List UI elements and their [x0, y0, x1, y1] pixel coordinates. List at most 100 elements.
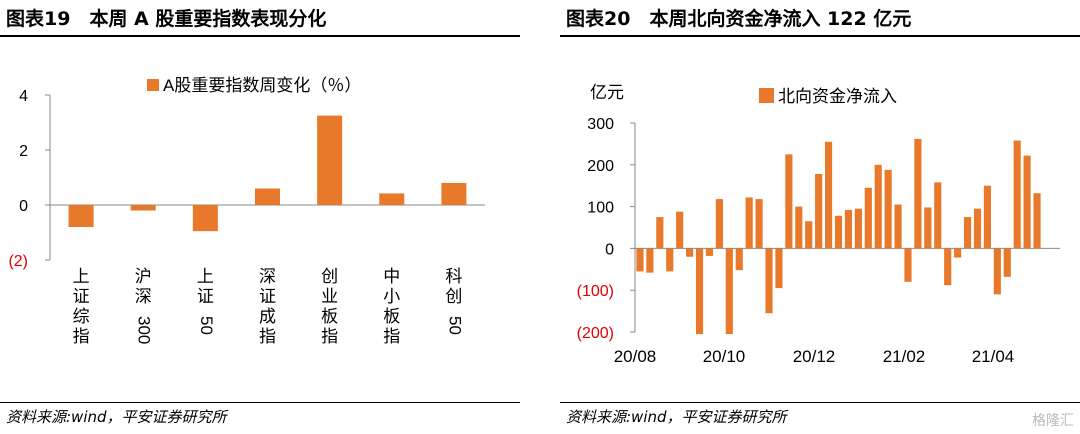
bar: [1023, 155, 1031, 249]
right-chart-title: 图表20 本周北向资金净流入 122 亿元: [566, 8, 912, 30]
y-tick-label: (100): [577, 283, 614, 300]
left-panel: 图表19 本周 A 股重要指数表现分化 4 2 0 (2) 上证综指沪深 300 上证 50 深…: [0, 0, 520, 434]
bar: [192, 205, 218, 232]
y-tick-label: 100: [587, 200, 614, 217]
bar: [379, 193, 405, 205]
bar: [735, 248, 743, 271]
bar: [1033, 193, 1041, 249]
bar: [705, 248, 714, 256]
right-panel: 图表20 本周北向资金净流入 122 亿元 300 200 100 0 (100) (20…: [560, 0, 1080, 434]
x-tick-label: 板: [383, 307, 400, 326]
x-tick-label: 成: [259, 307, 276, 326]
bar: [874, 164, 882, 249]
bar: [666, 248, 674, 272]
bar: [894, 204, 902, 249]
bar: [656, 217, 664, 249]
bar: [715, 199, 723, 249]
x-tick-label: 业: [321, 287, 338, 306]
x-tick-label: 上: [197, 267, 214, 286]
bar: [924, 207, 932, 249]
bar: [805, 221, 813, 249]
bar: [954, 248, 962, 258]
bar: [636, 248, 644, 272]
x-tick-label: 综: [73, 307, 90, 326]
left-chart-title: 图表19 本周 A 股重要指数表现分化: [6, 8, 327, 30]
y-axis-unit-label: 亿元: [590, 83, 624, 102]
bar: [317, 115, 343, 205]
bar: [755, 199, 763, 249]
y-tick-label: 4: [19, 88, 28, 105]
legend-swatch: [759, 88, 774, 103]
bar: [944, 248, 952, 286]
y-tick-label: (200): [577, 325, 614, 342]
bar: [854, 208, 862, 249]
right-title-rule: [560, 35, 1080, 37]
legend-label: 北向资金净流入: [778, 87, 897, 106]
right-source-rule: [560, 402, 1080, 403]
bar: [795, 206, 803, 249]
x-tick-label: 指: [73, 327, 90, 346]
bar: [963, 217, 972, 249]
legend-swatch: [147, 79, 159, 91]
x-tick-label: 50: [445, 316, 464, 335]
x-tick-label: 中: [383, 267, 400, 286]
x-tick-label: 深: [135, 287, 152, 306]
y-tick-label: (2): [8, 253, 28, 270]
bar: [745, 197, 753, 249]
x-tick-label: 证: [197, 287, 214, 306]
bar: [686, 248, 694, 257]
x-tick-label: 指: [259, 327, 276, 346]
x-tick-label: 小: [383, 287, 400, 306]
bar: [646, 248, 654, 273]
y-tick-label: 0: [605, 241, 614, 258]
bar: [775, 248, 783, 289]
x-tick-label: 证: [73, 287, 90, 306]
left-source-rule: [0, 402, 520, 403]
x-tick-label: 21/04: [972, 347, 1015, 366]
bar: [68, 205, 94, 227]
bar: [934, 182, 942, 249]
bar: [824, 141, 833, 249]
x-tick-label: 50: [197, 316, 216, 335]
y-tick-label: 300: [587, 116, 614, 133]
bar: [1003, 248, 1011, 277]
bar: [884, 169, 892, 249]
bar: [130, 205, 156, 211]
bar: [785, 154, 793, 249]
legend-label: A股重要指数周变化（％）: [163, 76, 361, 95]
right-source-note: 资料来源:wind，平安证券研究所: [566, 408, 787, 426]
bar: [914, 138, 922, 249]
bar: [1013, 140, 1021, 249]
bar: [864, 187, 872, 249]
x-tick-label: 科: [445, 267, 462, 286]
x-tick-label: 20/12: [793, 347, 836, 366]
x-tick-label: 指: [321, 327, 338, 346]
x-tick-label: 沪: [135, 267, 152, 286]
y-tick-label: 0: [19, 198, 28, 215]
x-tick-label: 创: [445, 287, 462, 306]
x-tick-label: 创: [321, 267, 338, 286]
bar: [904, 248, 912, 282]
x-tick-label: 300: [135, 316, 154, 344]
bar: [844, 209, 853, 249]
bar: [765, 248, 773, 314]
bar: [725, 248, 733, 335]
bar: [441, 183, 467, 205]
y-tick-label: 200: [587, 158, 614, 175]
x-tick-label: 20/10: [703, 347, 746, 366]
bar: [255, 188, 280, 205]
right-bar-chart: 300 200 100 0 (100) (200) 亿元 20/08 20/10 20/12 21/…: [577, 83, 1060, 366]
x-tick-label: 指: [383, 327, 400, 346]
x-tick-label: 深: [259, 267, 276, 286]
left-bar-chart: 420(2)上证综指沪深300上证50深证成指创业板指中小板指科创50A股重要指…: [8, 76, 485, 346]
watermark-logo: 格隆汇: [1032, 413, 1074, 429]
x-tick-label: 板: [321, 307, 338, 326]
x-tick-label: 21/02: [883, 347, 926, 366]
x-tick-label: 20/08: [614, 347, 657, 366]
bar: [993, 248, 1001, 295]
left-source-note: 资料来源:wind，平安证券研究所: [6, 408, 227, 426]
bar: [973, 208, 982, 249]
y-tick-label: 2: [19, 143, 28, 160]
bar: [983, 185, 991, 249]
x-tick-label: 上: [73, 267, 90, 286]
